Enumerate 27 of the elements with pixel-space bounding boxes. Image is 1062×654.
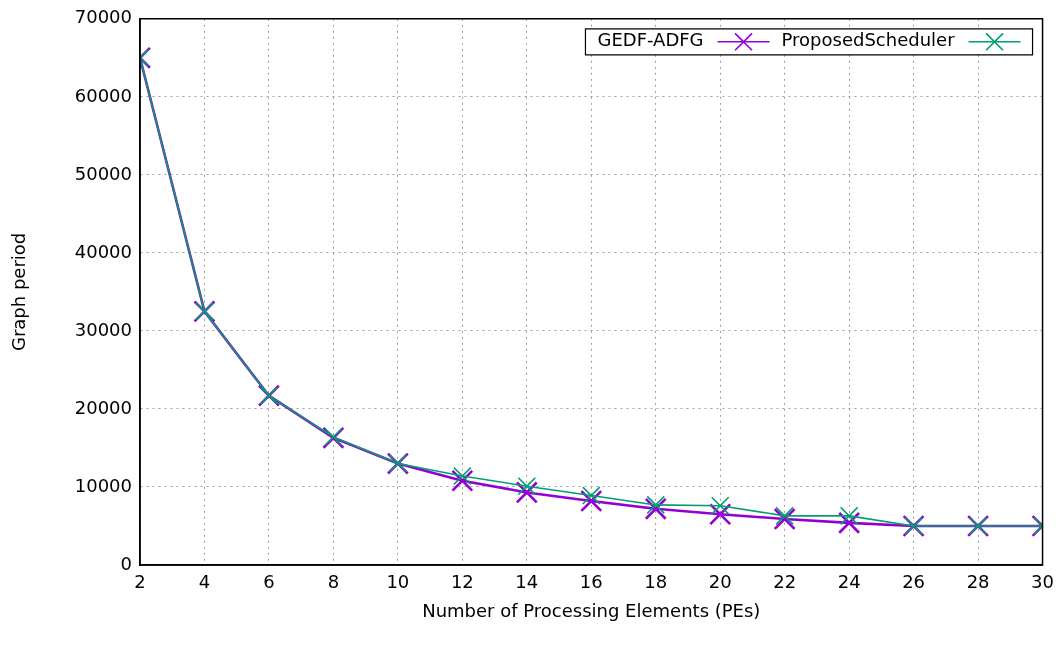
x-tick-label: 30 bbox=[1031, 571, 1054, 593]
x-tick-label: 2 bbox=[134, 571, 146, 593]
x-tick-label: 12 bbox=[450, 571, 474, 593]
legend-label: ProposedScheduler bbox=[781, 29, 956, 51]
y-tick-label: 10000 bbox=[74, 474, 132, 496]
x-tick-label: 10 bbox=[386, 571, 410, 593]
x-tick-label: 22 bbox=[773, 571, 797, 593]
x-tick-label: 26 bbox=[902, 571, 926, 593]
y-tick-label: 20000 bbox=[74, 396, 132, 418]
x-tick-label: 6 bbox=[263, 571, 275, 593]
x-tick-label: 20 bbox=[708, 571, 732, 593]
x-tick-label: 24 bbox=[837, 571, 861, 593]
y-tick-label: 40000 bbox=[74, 240, 132, 262]
y-tick-label: 60000 bbox=[74, 84, 132, 106]
y-tick-label: 50000 bbox=[74, 162, 132, 184]
y-tick-label: 0 bbox=[120, 552, 132, 574]
x-tick-label: 28 bbox=[966, 571, 990, 593]
legend-label: GEDF-ADFG bbox=[597, 29, 704, 51]
x-tick-label: 8 bbox=[327, 571, 340, 593]
x-tick-label: 4 bbox=[198, 571, 211, 593]
y-tick-label: 70000 bbox=[74, 6, 132, 28]
y-tick-label: 30000 bbox=[74, 318, 132, 340]
x-tick-label: 16 bbox=[579, 571, 603, 593]
x-tick-label: 18 bbox=[644, 571, 668, 593]
x-axis-title: Number of Processing Elements (PEs) bbox=[422, 599, 761, 621]
y-axis-title: Graph period bbox=[8, 232, 30, 352]
x-tick-label: 14 bbox=[515, 571, 539, 593]
